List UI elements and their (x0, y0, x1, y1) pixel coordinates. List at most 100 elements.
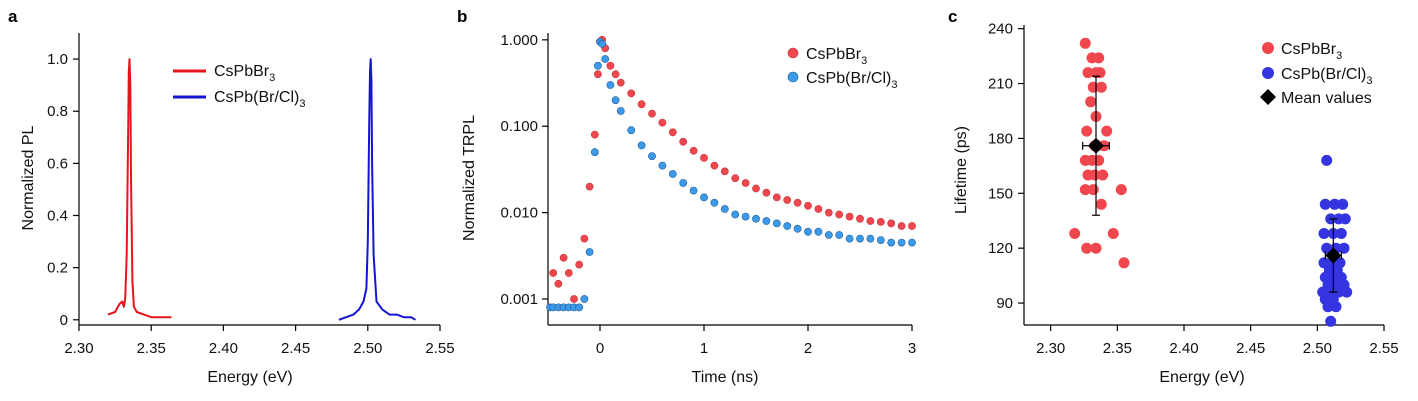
panel-b-point-cspbbr3 (594, 70, 602, 79)
panel-b-point-cspbbrcl3 (658, 161, 667, 170)
panel-c-point-cspbbr3 (1095, 198, 1107, 210)
panel-b-point-cspbbrcl3 (793, 224, 802, 233)
panel-c-y-tick-label: 210 (988, 76, 1013, 93)
panel-c-point-cspbbrcl3 (1341, 286, 1353, 298)
panel-a-x-tick-label: 2.50 (353, 340, 382, 357)
legend-label-cspbbrcl3: CsPb(Br/Cl)3 (214, 89, 305, 110)
panel-b-point-cspbbrcl3 (804, 227, 812, 236)
panel-c-mean-marker (1088, 137, 1104, 154)
panel-b-point-cspbbr3 (710, 161, 719, 170)
legend-label-cspbbr3: CsPbBr3 (214, 63, 275, 84)
panel-c-point-cspbbr3 (1094, 67, 1106, 79)
panel-b-point-cspbbr3 (783, 196, 792, 204)
panel-b-ylabel: Normalized TRPL (461, 115, 478, 241)
panel-c-point-cspbbr3 (1118, 257, 1130, 269)
panel-b-point-cspbbrcl3 (668, 170, 677, 178)
panel-b-point-cspbbrcl3 (689, 186, 698, 195)
panel-b-point-cspbbr3 (616, 78, 625, 87)
panel-c-point-cspbbr3 (1079, 184, 1091, 196)
panel-c-y-tick-label: 120 (988, 240, 1013, 257)
panel-b-point-cspbbr3 (549, 269, 558, 277)
panel-b-point-cspbbrcl3 (606, 81, 615, 89)
panel-b-point-cspbbrcl3 (876, 236, 885, 244)
legend-label-cspbbr3: CsPbBr3 (1281, 41, 1342, 62)
panel-b-point-cspbbr3 (606, 61, 615, 70)
panel-b-point-cspbbr3 (658, 118, 667, 127)
panel-b-point-cspbbrcl3 (731, 210, 740, 219)
panel-b-point-cspbbr3 (575, 260, 584, 269)
panel-b-point-cspbbr3 (762, 188, 771, 197)
panel-b-point-cspbbr3 (689, 146, 698, 155)
panel-b-point-cspbbrcl3 (710, 198, 719, 207)
panel-b-letter: b (457, 7, 467, 26)
panel-b-x-tick-label: 1 (700, 340, 708, 357)
panel-b-point-cspbbrcl3 (720, 205, 729, 213)
panel-b-point-cspbbrcl3 (627, 126, 636, 135)
legend-label-mean: Mean values (1281, 90, 1372, 107)
panel-b-point-cspbbr3 (637, 100, 646, 109)
panel-c-point-cspbbr3 (1087, 184, 1099, 196)
panel-a-series-cspbbr3 (107, 58, 172, 319)
panel-b-point-cspbbr3 (804, 201, 812, 210)
panel-b-point-cspbbrcl3 (814, 227, 823, 236)
panel-a-x-tick-label: 2.55 (425, 340, 454, 357)
panel-c-letter: c (948, 7, 957, 26)
panel-c-point-cspbbr3 (1081, 242, 1093, 254)
panel-c-y-tick-label: 90 (996, 295, 1013, 312)
panel-b-point-cspbbr3 (793, 198, 802, 207)
panel-c-point-cspbbr3 (1093, 52, 1105, 64)
panel-b-point-cspbbrcl3 (897, 238, 906, 247)
panel-c-xlabel: Energy (eV) (1159, 369, 1244, 386)
panel-b-point-cspbbrcl3 (772, 219, 781, 228)
panel-b-point-cspbbr3 (866, 217, 875, 225)
panel-c: c Lifetime (ps) Energy (eV) 2.30 2.35 2.40… (948, 7, 1399, 386)
panel-a-x-tick-label: 2.40 (209, 340, 238, 357)
panel-b-point-cspbbr3 (876, 217, 885, 226)
panel-b-point-cspbbr3 (835, 210, 844, 219)
panel-c-point-cspbbrcl3 (1335, 228, 1347, 239)
panel-c-ylabel: Lifetime (ps) (953, 126, 970, 214)
panel-b-y-tick-label: 0.010 (500, 205, 538, 222)
panel-b-point-cspbbrcl3 (594, 61, 602, 70)
panel-c-point-cspbbr3 (1082, 67, 1094, 79)
panel-b-point-cspbbrcl3 (762, 217, 771, 225)
panel-c-point-cspbbrcl3 (1329, 198, 1341, 210)
panel-a-y-tick-label: 0 (60, 312, 68, 329)
panel-b-point-cspbbr3 (908, 222, 916, 230)
panel-b-point-cspbbrcl3 (575, 303, 584, 312)
panel-c-point-cspbbr3 (1079, 37, 1091, 49)
panel-c-point-cspbbr3 (1107, 228, 1119, 239)
panel-c-point-cspbbr3 (1115, 184, 1127, 196)
panel-b-point-cspbbr3 (679, 137, 688, 146)
panel-b-point-cspbbrcl3 (598, 39, 606, 48)
panel-b-point-cspbbr3 (570, 295, 578, 303)
panel-c-x-tick-label: 2.45 (1236, 340, 1265, 357)
panel-b-point-cspbbr3 (897, 222, 906, 230)
panel-c-point-cspbbrcl3 (1322, 301, 1334, 313)
panel-b-point-cspbbrcl3 (585, 248, 594, 256)
panel-c-point-cspbbr3 (1089, 169, 1101, 181)
panel-c-legend: CsPbBr3 CsPb(Br/Cl)3 Mean values (1260, 41, 1372, 107)
panel-c-y-tick-label: 240 (988, 21, 1013, 38)
panel-b-point-cspbbrcl3 (908, 238, 916, 247)
legend-label-cspbbrcl3: CsPb(Br/Cl)3 (806, 70, 897, 91)
panel-b-y-tick-label: 0.001 (500, 291, 538, 308)
panel-b-point-cspbbr3 (627, 89, 636, 98)
panel-b: b Normalized TRPL Time (ns) 0 1 2 3 0.001 0.… (457, 7, 916, 386)
panel-b-point-cspbbr3 (554, 279, 563, 288)
panel-b-point-cspbbrcl3 (752, 214, 760, 223)
panel-b-point-cspbbrcl3 (887, 238, 896, 247)
panel-b-point-cspbbr3 (585, 182, 594, 191)
panel-c-point-cspbbrcl3 (1321, 242, 1333, 254)
panel-b-point-cspbbrcl3 (611, 96, 620, 105)
panel-c-point-cspbbrcl3 (1330, 301, 1342, 313)
panel-b-point-cspbbr3 (741, 179, 750, 187)
panel-c-point-cspbbrcl3 (1319, 198, 1331, 210)
panel-c-point-cspbbrcl3 (1321, 154, 1333, 166)
panel-b-point-cspbbr3 (559, 253, 568, 262)
legend-marker-cspbbr3 (787, 47, 799, 59)
panel-b-point-cspbbr3 (611, 70, 620, 79)
panel-a-ylabel: Normalized PL (20, 125, 37, 230)
panel-b-point-cspbbrcl3 (824, 231, 833, 239)
